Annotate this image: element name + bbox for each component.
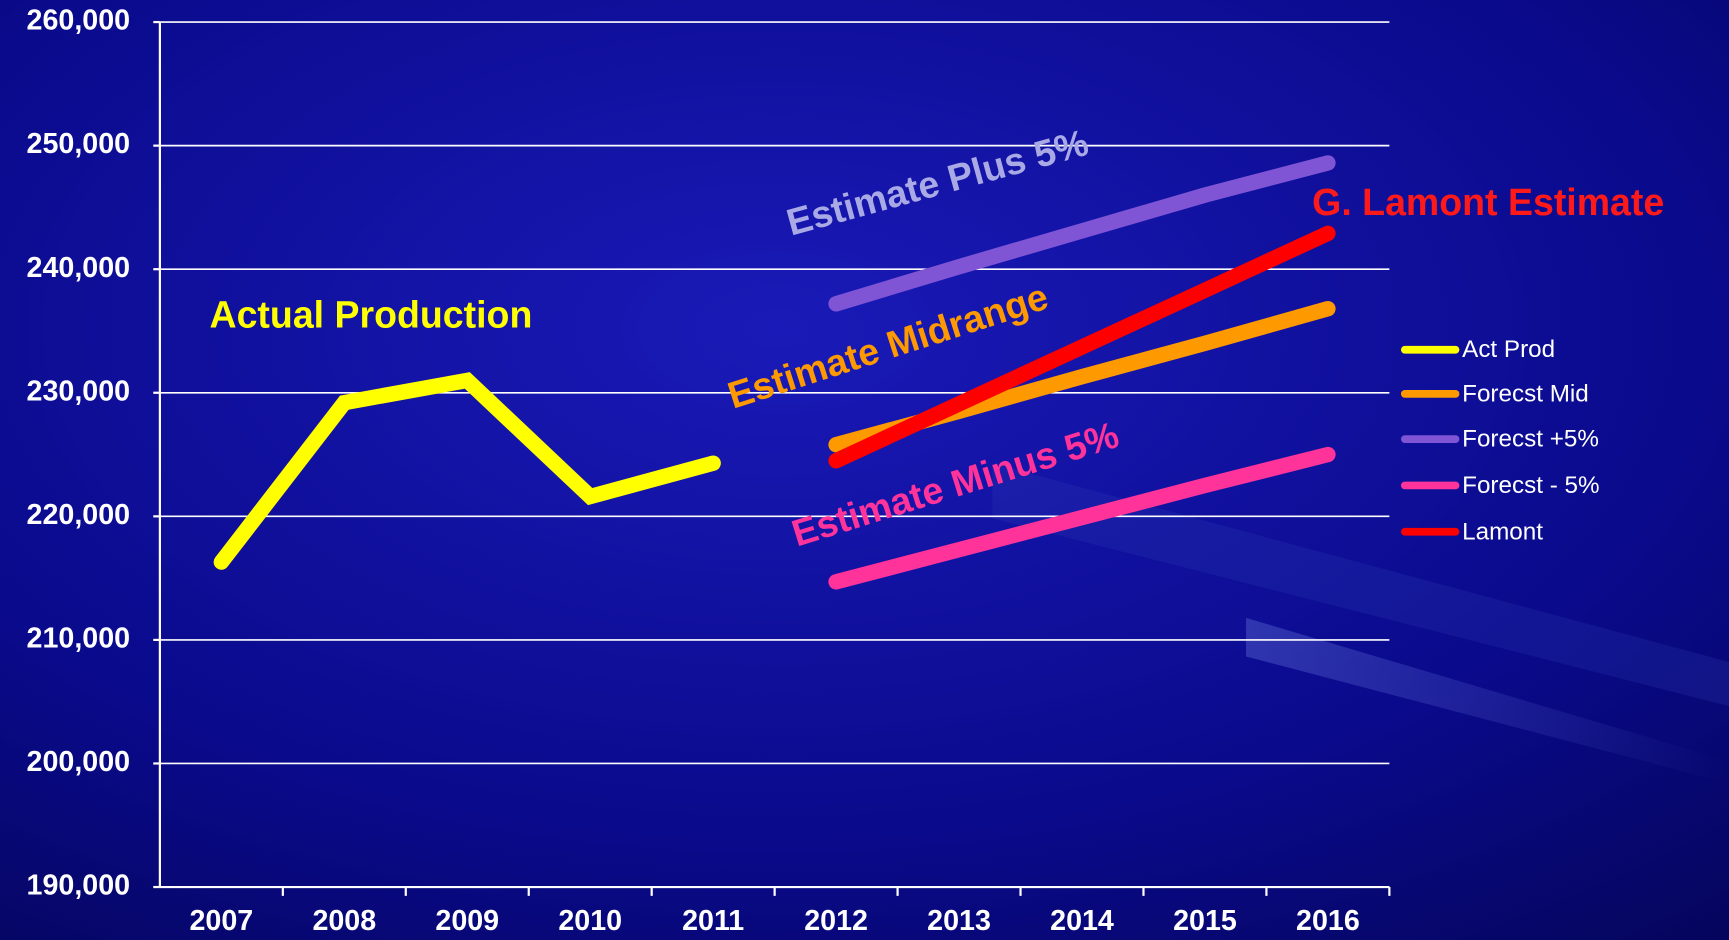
- y-tick-label: 230,000: [27, 375, 131, 407]
- series-line: [828, 225, 1336, 469]
- x-tick-label: 2008: [312, 905, 376, 937]
- x-tick-label: 2015: [1173, 905, 1237, 937]
- legend-label: Lamont: [1462, 518, 1543, 545]
- y-tick-label: 240,000: [27, 252, 131, 284]
- background-streak: [992, 463, 1729, 707]
- y-tick-label: 200,000: [27, 746, 131, 778]
- y-tick-label: 250,000: [27, 128, 131, 160]
- series-line: [213, 372, 721, 570]
- legend-label: Act Prod: [1462, 336, 1555, 363]
- series-line: [828, 155, 1336, 312]
- x-tick-label: 2016: [1296, 905, 1360, 937]
- y-tick-label: 260,000: [27, 5, 131, 37]
- annotation: G. Lamont Estimate: [1312, 181, 1664, 223]
- background-streak: [1246, 617, 1729, 784]
- x-tick-label: 2010: [558, 905, 622, 937]
- legend-label: Forecst - 5%: [1462, 472, 1599, 499]
- x-tick-label: 2013: [927, 905, 991, 937]
- y-tick-label: 210,000: [27, 622, 131, 654]
- x-tick-label: 2011: [682, 905, 744, 937]
- legend-label: Forecst Mid: [1462, 380, 1589, 407]
- x-tick-label: 2012: [804, 905, 868, 937]
- series-line: [828, 446, 1336, 590]
- y-tick-label: 220,000: [27, 499, 131, 531]
- legend-label: Forecst +5%: [1462, 426, 1599, 453]
- annotation: Actual Production: [210, 294, 533, 336]
- x-tick-label: 2009: [435, 905, 499, 937]
- y-tick-label: 190,000: [27, 870, 131, 902]
- x-tick-label: 2014: [1050, 905, 1114, 937]
- x-tick-label: 2007: [189, 905, 253, 937]
